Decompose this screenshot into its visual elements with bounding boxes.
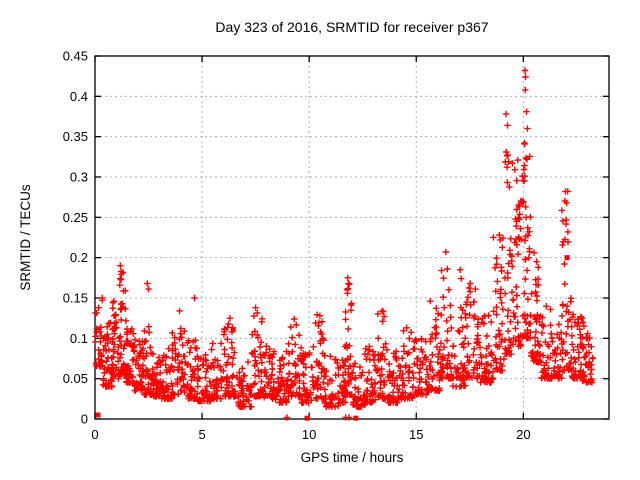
x-tick-label: 5 xyxy=(198,427,205,442)
y-axis-label: SRMTID / TECUs xyxy=(18,184,33,291)
y-tick-label: 0.2 xyxy=(70,250,88,265)
square-marker xyxy=(353,415,359,421)
x-tick-label: 20 xyxy=(516,427,530,442)
x-tick-label: 10 xyxy=(302,427,316,442)
square-marker xyxy=(304,415,310,421)
y-tick-label: 0.35 xyxy=(63,129,88,144)
tick-labels: 0 5 10 15 20 0 0.05 0.1 0.15 0.2 0.25 0.3 0.35 0.4 0.4… xyxy=(63,49,531,443)
y-tick-label: 0.4 xyxy=(70,89,88,104)
y-tick-label: 0.25 xyxy=(63,210,88,225)
x-axis-label: GPS time / hours xyxy=(301,450,404,465)
square-marker xyxy=(564,255,570,261)
square-marker xyxy=(230,326,236,332)
y-tick-label: 0.1 xyxy=(70,331,88,346)
scatter-points xyxy=(92,67,596,421)
x-tick-label: 0 xyxy=(91,427,98,442)
y-tick-label: 0.05 xyxy=(63,371,88,386)
y-tick-label: 0.45 xyxy=(63,49,88,64)
axes-and-ticks xyxy=(94,55,610,420)
y-tick-label: 0.15 xyxy=(63,291,88,306)
plus-markers xyxy=(92,67,596,421)
square-marker xyxy=(95,412,101,418)
y-tick-label: 0.3 xyxy=(70,170,88,185)
chart-title: Day 323 of 2016, SRMTID for receiver p36… xyxy=(215,19,488,35)
y-tick-label: 0 xyxy=(81,412,88,427)
x-tick-label: 15 xyxy=(409,427,423,442)
square-marker xyxy=(268,353,274,359)
